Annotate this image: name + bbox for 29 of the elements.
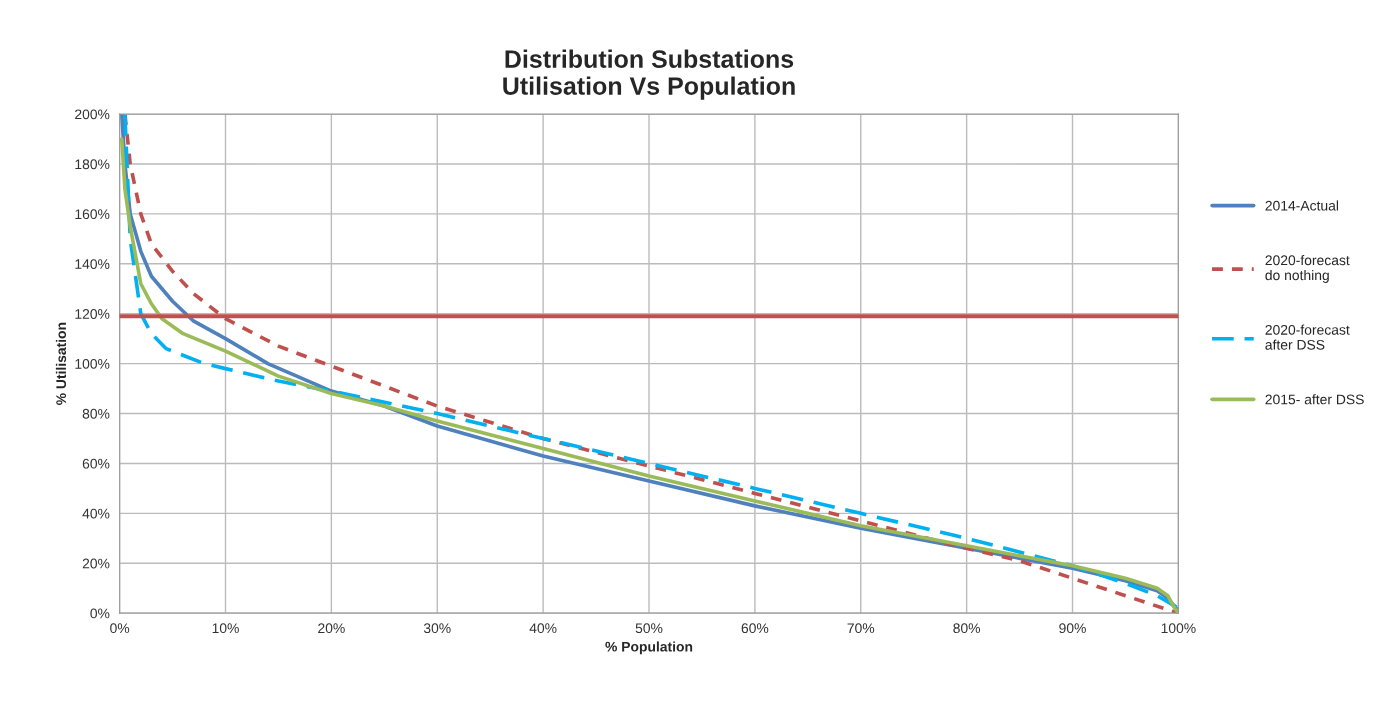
legend-label: 2015- after DSS — [1265, 394, 1364, 405]
legend-label: 2014-Actual — [1265, 200, 1339, 211]
x-tick-label: 60% — [741, 623, 769, 634]
y-tick-label: 140% — [75, 259, 110, 269]
x-tick-label: 30% — [423, 623, 451, 634]
y-tick-label: 80% — [82, 408, 110, 419]
y-tick-label: 200% — [75, 109, 110, 120]
y-tick-label: 180% — [75, 159, 110, 170]
y-tick-label: 120% — [75, 309, 110, 319]
x-tick-label: 50% — [635, 623, 663, 634]
x-tick-label: 100% — [1161, 623, 1196, 634]
y-tick-label: 20% — [82, 558, 110, 569]
legend-label: 2020-forecast do nothing — [1265, 255, 1350, 283]
x-tick-label: 20% — [318, 623, 345, 634]
y-tick-label: 100% — [75, 358, 110, 369]
x-tick-label: 90% — [1059, 623, 1086, 634]
y-axis-title: % Utilisation — [55, 322, 67, 405]
y-tick-label: 40% — [82, 508, 110, 519]
x-axis-title: % Population — [605, 641, 693, 655]
x-tick-label: 80% — [953, 623, 981, 634]
y-tick-label: 0% — [90, 608, 110, 619]
x-tick-label: 10% — [212, 623, 239, 634]
y-tick-label: 60% — [82, 458, 110, 469]
y-tick-label: 160% — [75, 209, 110, 220]
x-tick-label: 0% — [110, 623, 130, 634]
chart-title: Distribution Substations Utilisation Vs Population — [503, 49, 795, 100]
legend-label: 2020-forecast after DSS — [1265, 324, 1350, 350]
x-tick-label: 70% — [847, 623, 875, 634]
x-tick-label: 40% — [529, 623, 557, 634]
